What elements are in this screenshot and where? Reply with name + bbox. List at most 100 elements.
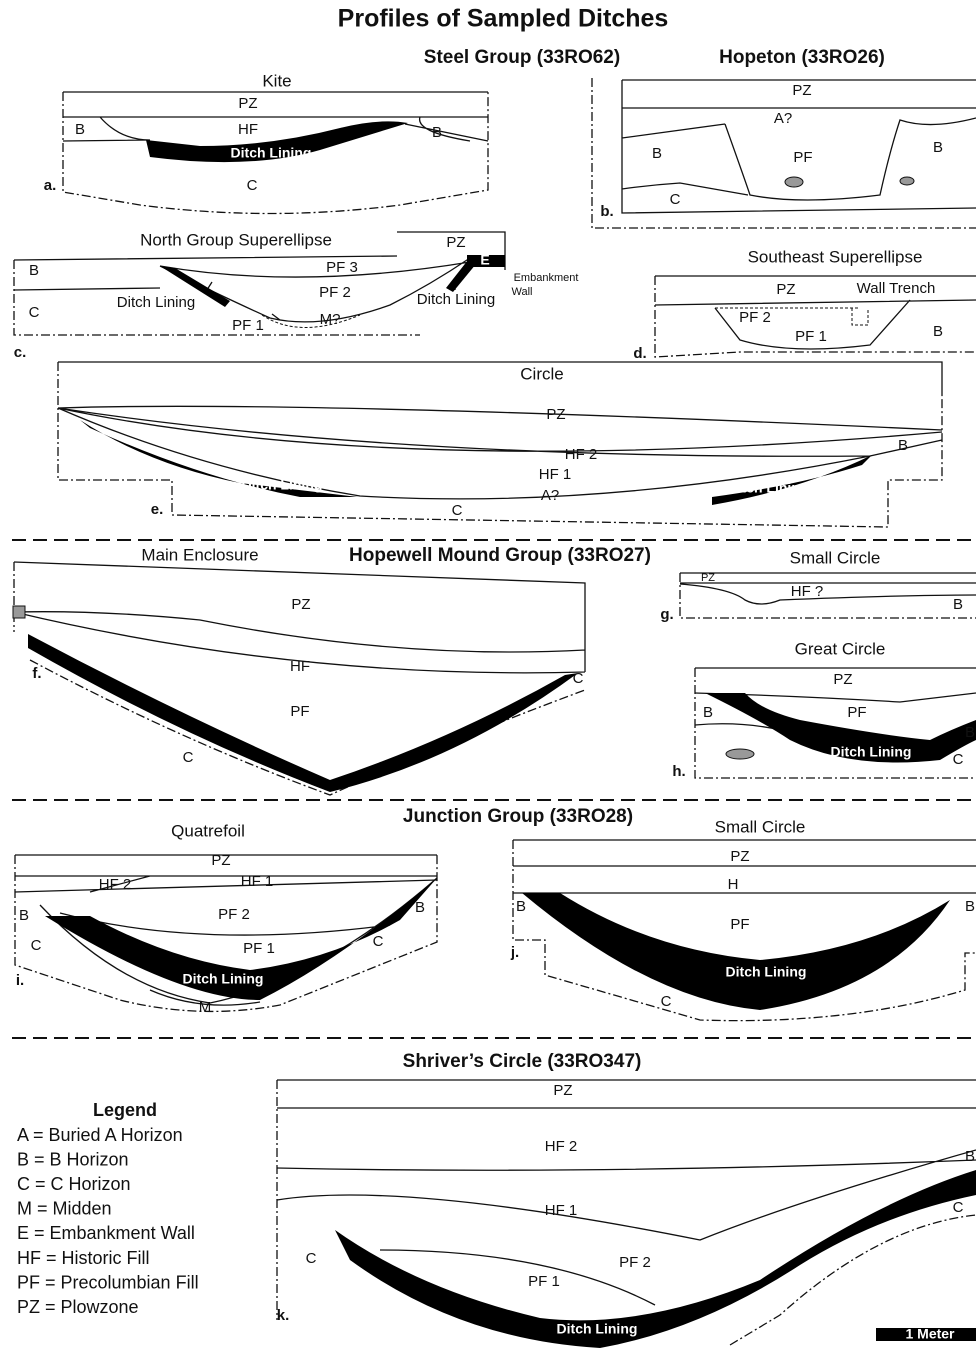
- layer-label: Ditch Lining: [117, 294, 195, 311]
- profile-letter: i.: [16, 972, 24, 989]
- layer-label: PZ: [701, 572, 715, 584]
- profile-g: [680, 573, 976, 618]
- layer-label: PF 2: [619, 1254, 651, 1271]
- profile-name: Circle: [520, 364, 563, 383]
- profile-letter: a.: [44, 177, 57, 194]
- layer-label: PZ: [730, 848, 749, 865]
- layer-label: HF: [238, 121, 258, 138]
- legend-item: HF = Historic Fill: [17, 1248, 150, 1268]
- layer-label: A?: [541, 487, 559, 504]
- layer-label: E: [480, 252, 489, 268]
- layer-label: B: [703, 704, 713, 721]
- layer-label: B: [898, 437, 908, 454]
- layer-label: PF 1: [243, 940, 275, 957]
- profile-letter: h.: [672, 763, 685, 780]
- legend-item: PF = Precolumbian Fill: [17, 1272, 199, 1292]
- legend-item: M = Midden: [17, 1199, 112, 1219]
- layer-label: PF: [793, 149, 812, 166]
- layer-label: B: [933, 139, 943, 156]
- layer-label: HF: [290, 658, 310, 675]
- layer-label: B: [432, 124, 442, 141]
- layer-label: C: [953, 751, 964, 768]
- layer-label: PZ: [211, 852, 230, 869]
- profile-letter: j.: [510, 944, 519, 961]
- legend-item: A = Buried A Horizon: [17, 1125, 183, 1145]
- legend-item: B = B Horizon: [17, 1149, 129, 1169]
- layer-label: PZ: [833, 671, 852, 688]
- profile-name: Quatrefoil: [171, 821, 245, 840]
- layer-label: PF 1: [528, 1273, 560, 1290]
- layer-label: Wall Trench: [857, 280, 936, 297]
- group-title: Steel Group (33RO62): [424, 47, 620, 68]
- layer-label: HF 1: [545, 1202, 578, 1219]
- layer-label: PZ: [546, 406, 565, 423]
- layer-label: PF 1: [795, 328, 827, 345]
- layer-label: Ditch Lining: [242, 477, 323, 493]
- layer-label: PZ: [553, 1082, 572, 1099]
- profile-letter: d.: [633, 345, 646, 362]
- layer-label: C: [306, 1250, 317, 1267]
- layer-label: M: [199, 999, 212, 1016]
- layer-label: C: [661, 993, 672, 1010]
- profile-letter: f.: [32, 665, 41, 682]
- layer-label: HF 2: [99, 876, 132, 893]
- profile-letter: b.: [600, 203, 613, 220]
- layer-label: C: [373, 933, 384, 950]
- layer-label: Ditch Lining: [831, 744, 912, 760]
- layer-label: HF 1: [241, 873, 274, 890]
- layer-label: C: [670, 191, 681, 208]
- layer-label: C: [183, 749, 194, 766]
- layer-label: C: [953, 1199, 964, 1216]
- layer-label: C: [573, 670, 584, 687]
- layer-label: M?: [320, 311, 341, 328]
- layer-label: B: [933, 323, 943, 340]
- layer-label: PF 2: [739, 309, 771, 326]
- layer-label: PF: [290, 703, 309, 720]
- profile-name: Small Circle: [790, 548, 881, 567]
- layer-label: B: [415, 899, 425, 916]
- layer-label: B: [75, 121, 85, 138]
- scale-bar-label: 1 Meter: [905, 1326, 955, 1342]
- layer-label: B: [965, 724, 975, 741]
- layer-label: PF 2: [319, 284, 351, 301]
- profile-name: North Group Superellipse: [140, 230, 332, 249]
- layer-label: C: [452, 502, 463, 519]
- group-title: Shriver’s Circle (33RO347): [403, 1051, 642, 1072]
- layer-label: B: [516, 898, 526, 915]
- layer-label: Ditch Lining: [183, 971, 264, 987]
- legend-item: PZ = Plowzone: [17, 1297, 139, 1317]
- page-title: Profiles of Sampled Ditches: [338, 5, 669, 33]
- group-title: Junction Group (33RO28): [403, 806, 633, 827]
- layer-label: PZ: [446, 234, 465, 251]
- profile-e: [58, 362, 942, 527]
- profile-name: Small Circle: [715, 817, 806, 836]
- layer-label: Ditch Lining: [231, 145, 312, 161]
- layer-label: PZ: [792, 82, 811, 99]
- legend-item: E = Embankment Wall: [17, 1223, 195, 1243]
- legend-item: C = C Horizon: [17, 1174, 131, 1194]
- layer-label: PZ: [291, 596, 310, 613]
- layer-label: Ditch Lining: [287, 744, 368, 760]
- layer-label: C: [247, 177, 258, 194]
- layer-label: PF 1: [232, 317, 264, 334]
- group-title: Hopeton (33RO26): [719, 47, 885, 68]
- layer-label: B: [19, 907, 29, 924]
- layer-label: C: [29, 304, 40, 321]
- profile-letter: c.: [14, 344, 27, 361]
- layer-label: B: [953, 596, 963, 613]
- layer-label: Ditch Lining: [726, 964, 807, 980]
- ditch-profiles: Profiles of Sampled Ditches Steel Group (…: [0, 0, 976, 1360]
- layer-label: Ditch Lining: [728, 480, 809, 496]
- layer-label: C: [31, 937, 42, 954]
- group-title: Hopewell Mound Group (33RO27): [349, 545, 651, 566]
- profile-b: [592, 78, 976, 228]
- profile-name: Kite: [262, 71, 291, 90]
- layer-label: H: [728, 876, 739, 893]
- profile-name: Main Enclosure: [141, 545, 258, 564]
- layer-label: HF ?: [791, 583, 824, 600]
- layer-label: PF: [730, 916, 749, 933]
- layer-label: A?: [774, 110, 792, 127]
- profile-letter: k.: [277, 1307, 290, 1324]
- layer-label: B: [29, 262, 39, 279]
- layer-label: PF 3: [326, 259, 358, 276]
